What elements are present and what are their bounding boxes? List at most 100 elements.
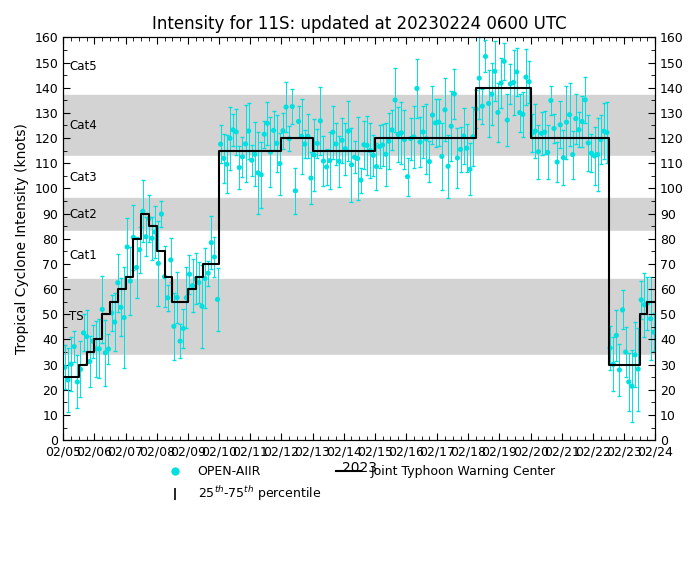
Point [106, 308, 117, 317]
Point [642, 299, 653, 308]
Point [75, 365, 86, 374]
Point [256, 170, 267, 180]
Point [168, 321, 180, 331]
Point [96, 305, 108, 314]
Point [231, 127, 242, 136]
Point [440, 105, 451, 115]
Point [554, 120, 565, 129]
Point [190, 274, 201, 283]
Point [492, 108, 503, 117]
Point [181, 293, 192, 302]
Point [371, 162, 382, 171]
Bar [64, 198, 655, 231]
Point [526, 128, 538, 137]
Point [374, 142, 385, 151]
Point [318, 157, 329, 166]
Point [259, 130, 270, 139]
Point [321, 162, 332, 172]
Point [517, 109, 528, 119]
Point [436, 152, 447, 161]
Point [109, 317, 120, 327]
Point [524, 77, 535, 86]
Text: Cat3: Cat3 [69, 170, 97, 184]
Point [252, 168, 264, 177]
Point [340, 144, 351, 153]
Point [131, 263, 142, 272]
Point [542, 148, 554, 157]
Point [187, 281, 199, 290]
Point [212, 295, 223, 304]
Point [474, 74, 485, 83]
Point [90, 344, 101, 353]
Point [115, 303, 127, 312]
Point [122, 242, 133, 251]
Bar [64, 156, 655, 198]
Point [215, 140, 226, 149]
Point [94, 344, 105, 353]
Point [552, 157, 563, 166]
Point [124, 276, 136, 286]
Point [530, 127, 541, 136]
Point [361, 141, 373, 150]
Point [315, 116, 326, 125]
Point [549, 124, 560, 133]
Point [78, 328, 89, 337]
Point [377, 140, 388, 149]
Bar [64, 95, 655, 156]
Point [564, 110, 575, 119]
Point [468, 132, 479, 141]
Point [290, 186, 301, 196]
Point [592, 150, 603, 159]
Point [100, 348, 111, 357]
Point [193, 278, 204, 287]
Point [299, 140, 310, 149]
Point [243, 127, 254, 136]
Point [128, 233, 139, 242]
Point [617, 306, 628, 315]
Point [150, 227, 161, 237]
Text: Cat5: Cat5 [69, 60, 97, 73]
Point [312, 139, 323, 148]
Point [611, 331, 622, 340]
Text: TS: TS [69, 310, 84, 323]
Point [489, 67, 500, 76]
Text: Cat4: Cat4 [69, 119, 97, 132]
Point [533, 147, 544, 156]
Point [66, 360, 77, 369]
Point [171, 293, 182, 302]
Point [140, 232, 152, 241]
Point [265, 148, 276, 157]
Point [368, 151, 379, 160]
Point [483, 99, 494, 108]
Point [645, 314, 656, 323]
Point [293, 117, 304, 126]
Point [605, 343, 616, 352]
Point [203, 268, 214, 278]
Point [284, 134, 295, 143]
Bar [64, 37, 655, 95]
Point [520, 72, 531, 82]
Point [421, 134, 432, 143]
Point [614, 365, 625, 374]
Point [402, 172, 413, 181]
Point [502, 116, 513, 125]
Point [577, 117, 588, 126]
Point [639, 300, 650, 310]
Point [633, 365, 644, 374]
Point [196, 302, 208, 311]
Point [399, 135, 410, 144]
Point [261, 119, 273, 128]
Point [387, 125, 398, 135]
Point [237, 152, 248, 161]
Point [268, 126, 279, 135]
Point [165, 255, 176, 264]
X-axis label: 2023: 2023 [342, 461, 377, 475]
Point [137, 207, 148, 216]
Point [480, 52, 491, 61]
Point [240, 140, 251, 149]
Point [629, 351, 640, 360]
Point [635, 295, 647, 304]
Point [589, 152, 600, 161]
Point [327, 128, 338, 137]
Point [583, 139, 594, 148]
